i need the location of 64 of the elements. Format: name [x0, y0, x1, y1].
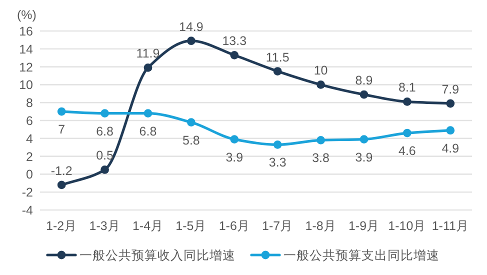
point	[360, 90, 368, 99]
y-tick-label: 0	[26, 168, 34, 182]
y-tick-label: 12	[19, 60, 34, 74]
x-tick-label: 1-11月	[432, 219, 469, 233]
point	[100, 166, 109, 174]
y-tick-label: 10	[19, 78, 34, 92]
point	[403, 128, 412, 138]
y-tick-label: 16	[19, 24, 34, 38]
y-tick-label: 2	[26, 150, 34, 164]
data-label: 3.9	[226, 150, 244, 164]
point	[273, 140, 282, 149]
point	[360, 135, 368, 144]
y-axis-title: (%)	[17, 8, 36, 22]
data-label: 0.5	[96, 148, 114, 163]
point	[144, 63, 152, 72]
data-label: 4.9	[442, 141, 460, 156]
x-tick-label: 1-5月	[176, 219, 207, 233]
data-label: 7	[58, 122, 66, 137]
data-label: 3.9	[355, 150, 373, 164]
x-tick-label: 1-8月	[305, 219, 336, 233]
x-tick-label: 1-9月	[348, 219, 380, 233]
point	[446, 126, 455, 135]
data-label: 7.9	[442, 82, 460, 96]
data-label: 6.8	[96, 124, 114, 138]
point	[144, 109, 152, 118]
point	[187, 36, 196, 46]
data-label: -1.2	[50, 164, 72, 178]
data-label: 8.9	[355, 74, 373, 88]
data-label: 3.8	[312, 151, 330, 166]
legend-label: 一般公共预算收入同比增速	[80, 248, 236, 262]
point	[100, 109, 109, 118]
y-tick-label: 14	[19, 42, 34, 56]
data-label: 11.5	[266, 50, 290, 64]
y-tick-label: 8	[26, 96, 34, 110]
x-tick-label: 1-10月	[388, 219, 426, 233]
x-tick-label: 1-6月	[218, 219, 250, 233]
x-tick-label: 1-2月	[46, 219, 78, 233]
point	[273, 67, 282, 76]
data-label: 8.1	[398, 80, 416, 95]
data-label: 13.3	[222, 34, 247, 48]
data-label: 6.8	[139, 124, 157, 138]
x-tick-label: 1-7月	[262, 219, 294, 233]
data-label: 10	[314, 64, 328, 78]
y-tick-label: 4	[26, 132, 34, 146]
point	[57, 180, 66, 190]
data-label: 14.9	[179, 20, 204, 34]
x-tick-label: 1-3月	[89, 219, 120, 233]
point	[187, 118, 196, 126]
legend-label: 一般公共预算支出同比增速	[284, 248, 440, 262]
data-label: 4.6	[398, 144, 416, 158]
point	[316, 80, 325, 89]
point	[316, 136, 325, 144]
y-tick-label: -4	[22, 204, 34, 218]
data-label: 3.3	[268, 156, 286, 170]
point	[230, 135, 239, 144]
point	[446, 99, 455, 108]
y-tick-label: -2	[22, 186, 34, 200]
data-label: 11.9	[136, 46, 160, 61]
point	[57, 107, 66, 116]
y-tick-label: 6	[26, 114, 34, 128]
data-label: 5.8	[182, 133, 200, 148]
point	[230, 50, 239, 60]
point	[403, 98, 412, 106]
x-tick-label: 1-4月	[132, 219, 164, 233]
